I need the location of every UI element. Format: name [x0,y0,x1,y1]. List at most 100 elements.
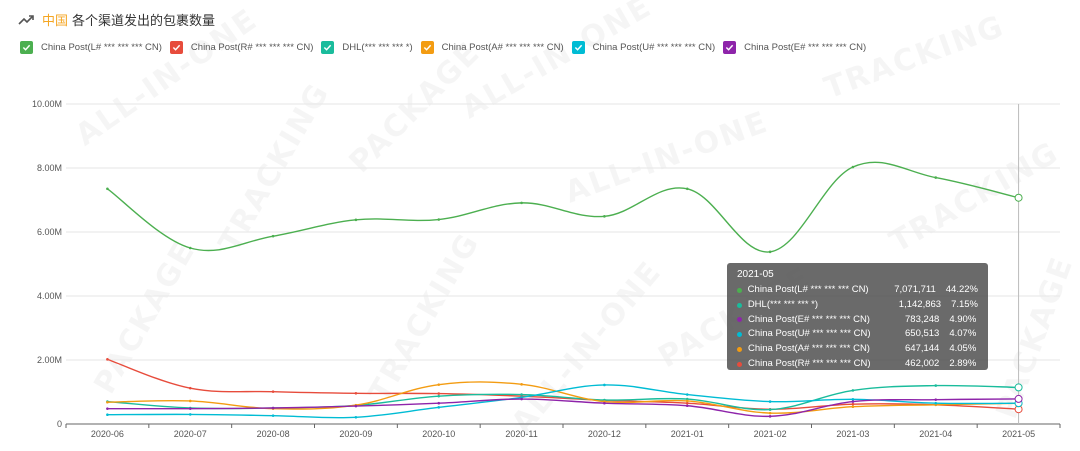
data-point-dhl[interactable] [520,393,523,396]
data-point-cn_post_a[interactable] [106,400,109,404]
trend-line-icon [18,14,34,25]
data-point-dhl[interactable] [934,384,938,387]
checkbox-checked-icon [169,41,183,54]
y-tick-label: 2.00M [37,355,62,365]
tooltip-series-name: China Post(A# *** *** *** CN) [748,343,870,355]
legend-label: China Post(U# *** *** *** CN) [592,42,716,53]
series-line-cn_post_l[interactable] [107,161,1019,253]
series-dot-icon [737,361,742,367]
data-point-cn_post_u[interactable] [768,400,772,403]
data-point-cn_post_l[interactable] [851,165,855,169]
data-point-dhl[interactable] [1014,383,1023,392]
legend-item-cn-post-a[interactable]: China Post(A# *** *** *** CN) [420,41,564,54]
data-point-cn_post_u[interactable] [934,401,938,405]
x-tick-label: 2020-06 [91,429,124,439]
data-point-cn_post_l[interactable] [685,187,689,191]
data-point-cn_post_e[interactable] [106,407,109,410]
chart-tooltip: 2021-05 China Post(L# *** *** *** CN) 7,0… [727,263,988,370]
tooltip-row: China Post(L# *** *** *** CN) 7,071,711 44… [737,283,978,298]
x-tick-label: 2020-12 [588,429,621,439]
data-point-cn_post_e[interactable] [768,415,772,418]
data-point-cn_post_e[interactable] [851,400,855,403]
tooltip-percent: 44.22% [945,284,978,295]
data-point-cn_post_l[interactable] [106,187,109,191]
tooltip-series-name: China Post(L# *** *** *** CN) [747,284,869,295]
data-point-cn_post_l[interactable] [437,218,441,221]
tooltip-percent: 4.07% [949,328,977,340]
data-point-cn_post_u[interactable] [106,413,109,417]
data-point-cn_post_u[interactable] [685,393,689,396]
data-point-cn_post_l[interactable] [1014,193,1023,202]
tooltip-series-name: China Post(E# *** *** *** CN) [748,313,870,325]
data-point-cn_post_u[interactable] [271,414,275,417]
x-tick-label: 2020-10 [422,429,455,439]
data-point-cn_post_r[interactable] [851,402,855,406]
tooltip-value: 650,513 [905,328,940,340]
x-tick-label: 2020-07 [174,429,207,439]
data-point-cn_post_l[interactable] [354,218,358,222]
data-point-cn_post_a[interactable] [768,411,772,415]
data-point-cn_post_r[interactable] [685,401,689,405]
tooltip-value: 462,002 [905,357,940,369]
legend-item-cn-post-l[interactable]: China Post(L# *** *** *** CN) [20,41,162,54]
data-point-cn_post_a[interactable] [520,383,523,386]
data-point-cn_post_l[interactable] [271,234,275,238]
legend-item-cn-post-e[interactable]: China Post(E# *** *** *** CN) [723,41,866,54]
data-point-dhl[interactable] [851,389,855,392]
series-dot-icon [737,332,742,338]
checkbox-checked-icon [420,41,434,54]
legend-label: China Post(L# *** *** *** CN) [41,42,162,53]
data-point-cn_post_a[interactable] [685,399,689,403]
tooltip-series-name: DHL(*** *** *** *) [747,298,819,310]
data-point-cn_post_r[interactable] [354,391,358,395]
data-point-cn_post_a[interactable] [851,405,855,409]
data-point-cn_post_r[interactable] [271,390,275,393]
x-tick-label: 2021-01 [671,429,704,439]
data-point-cn_post_e[interactable] [1014,394,1023,403]
series-line-cn_post_u[interactable] [107,384,1019,419]
series-dot-icon [737,287,742,293]
data-point-cn_post_e[interactable] [437,401,441,405]
data-point-cn_post_e[interactable] [603,401,606,405]
data-point-cn_post_l[interactable] [603,215,606,218]
data-point-cn_post_u[interactable] [851,398,855,401]
legend-label: China Post(E# *** *** *** CN) [744,42,867,53]
tooltip-percent: 4.90% [949,313,977,325]
data-point-cn_post_r[interactable] [106,358,109,361]
x-tick-label: 2020-08 [257,429,290,439]
data-point-cn_post_e[interactable] [934,398,938,401]
legend-item-dhl[interactable]: DHL(*** *** *** *) [321,41,413,54]
data-point-cn_post_e[interactable] [354,404,358,408]
series-line-cn_post_e[interactable] [107,398,1019,418]
x-tick-label: 2020-11 [505,429,537,439]
y-tick-label: 4.00M [37,291,62,301]
tooltip-row: China Post(R# *** *** *** CN) 462,002 2.89… [737,357,978,372]
data-point-cn_post_a[interactable] [437,383,441,386]
data-point-cn_post_e[interactable] [685,404,689,408]
data-point-cn_post_l[interactable] [188,246,192,250]
series-line-cn_post_r[interactable] [107,358,1019,410]
data-point-dhl[interactable] [685,397,689,401]
data-point-dhl[interactable] [768,408,772,411]
series-dot-icon [737,302,742,308]
checkbox-checked-icon [321,41,335,54]
data-point-cn_post_u[interactable] [188,413,192,416]
data-point-cn_post_r[interactable] [437,392,441,395]
data-point-cn_post_a[interactable] [188,399,192,403]
data-point-cn_post_l[interactable] [934,176,938,179]
legend-item-cn-post-r[interactable]: China Post(R# *** *** *** CN) [169,41,313,54]
data-point-cn_post_e[interactable] [520,397,523,401]
data-point-dhl[interactable] [437,394,441,398]
data-point-cn_post_l[interactable] [520,201,523,205]
data-point-cn_post_e[interactable] [188,407,192,410]
legend-item-cn-post-u[interactable]: China Post(U# *** *** *** CN) [571,41,716,54]
data-point-cn_post_e[interactable] [271,406,275,410]
data-point-cn_post_l[interactable] [768,250,772,254]
data-point-cn_post_u[interactable] [437,406,441,409]
data-point-cn_post_r[interactable] [188,386,192,390]
tooltip-percent: 7.15% [951,298,978,310]
data-point-cn_post_u[interactable] [603,383,606,387]
data-point-cn_post_u[interactable] [354,415,358,419]
tooltip-row: China Post(U# *** *** *** CN) 650,513 4.07… [737,327,978,342]
